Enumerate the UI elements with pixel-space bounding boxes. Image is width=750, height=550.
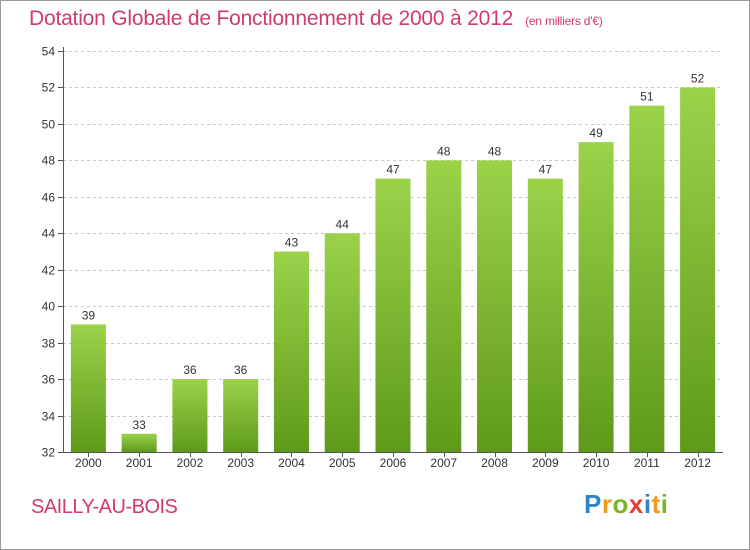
x-tick-label: 2005 [329,456,356,470]
logo-letter: i [643,489,652,519]
x-tick-label: 2000 [75,456,102,470]
bar [527,178,563,452]
data-label: 47 [539,163,553,177]
bar [121,433,157,452]
data-label: 39 [82,308,96,322]
x-tick-label: 2002 [177,456,204,470]
data-label: 51 [640,90,654,104]
bar [223,379,259,452]
chart-title-text: Dotation Globale de Fonctionnement de 20… [29,7,514,30]
data-label: 48 [437,144,451,158]
data-label: 36 [234,363,248,377]
labels: 32 34 36 38 40 42 44 46 48 50 52 54 39 2000 33 2001 36 20… [42,45,712,471]
data-label: 44 [336,217,350,231]
x-tick-label: 2012 [684,456,711,470]
x-tick-label: 2004 [278,456,305,470]
y-tick-label: 34 [42,410,56,424]
data-label: 47 [386,163,400,177]
y-tick-label: 46 [42,191,56,205]
x-tick-label: 2001 [126,456,153,470]
data-label: 49 [589,126,603,140]
bar [477,160,513,452]
bar [578,142,614,453]
proxiti-logo: Proxiti [584,489,668,520]
bar [172,379,208,452]
chart-title: Dotation Globale de Fonctionnement de 20… [29,7,603,31]
y-tick-label: 50 [42,118,56,132]
logo-letter: P [584,489,602,519]
bars [70,87,716,453]
y-tick-label: 32 [42,446,56,460]
data-label: 36 [183,363,197,377]
x-tick-label: 2010 [583,456,610,470]
data-label: 52 [691,71,705,85]
data-label: 33 [132,418,146,432]
bar [375,178,411,452]
y-tick-label: 40 [42,300,56,314]
logo-letter: o [612,489,629,519]
x-tick-label: 2003 [227,456,254,470]
bar [629,105,665,452]
y-tick-label: 42 [42,264,56,278]
place-name: SAILLY-AU-BOIS [31,496,178,518]
x-tick-label: 2007 [430,456,457,470]
bar [273,251,309,452]
bar [426,160,462,452]
y-tick-label: 38 [42,337,56,351]
bar [324,233,360,452]
data-label: 43 [285,236,299,250]
logo-letter: t [651,489,661,519]
logo-letter: x [628,489,644,519]
y-tick-label: 48 [42,154,56,168]
data-label: 48 [488,144,502,158]
axes [58,47,723,457]
logo-letter: i [660,489,669,519]
bar [680,87,716,453]
x-tick-label: 2008 [481,456,508,470]
y-tick-label: 36 [42,373,56,387]
y-tick-label: 54 [42,45,56,59]
y-tick-label: 44 [42,227,56,241]
logo-letter: r [601,489,613,519]
bar [70,324,106,452]
x-tick-label: 2011 [634,456,660,470]
x-tick-label: 2009 [532,456,559,470]
y-tick-label: 52 [42,81,56,95]
chart-subtitle: (en milliers d'€) [525,14,603,28]
x-tick-label: 2006 [380,456,407,470]
